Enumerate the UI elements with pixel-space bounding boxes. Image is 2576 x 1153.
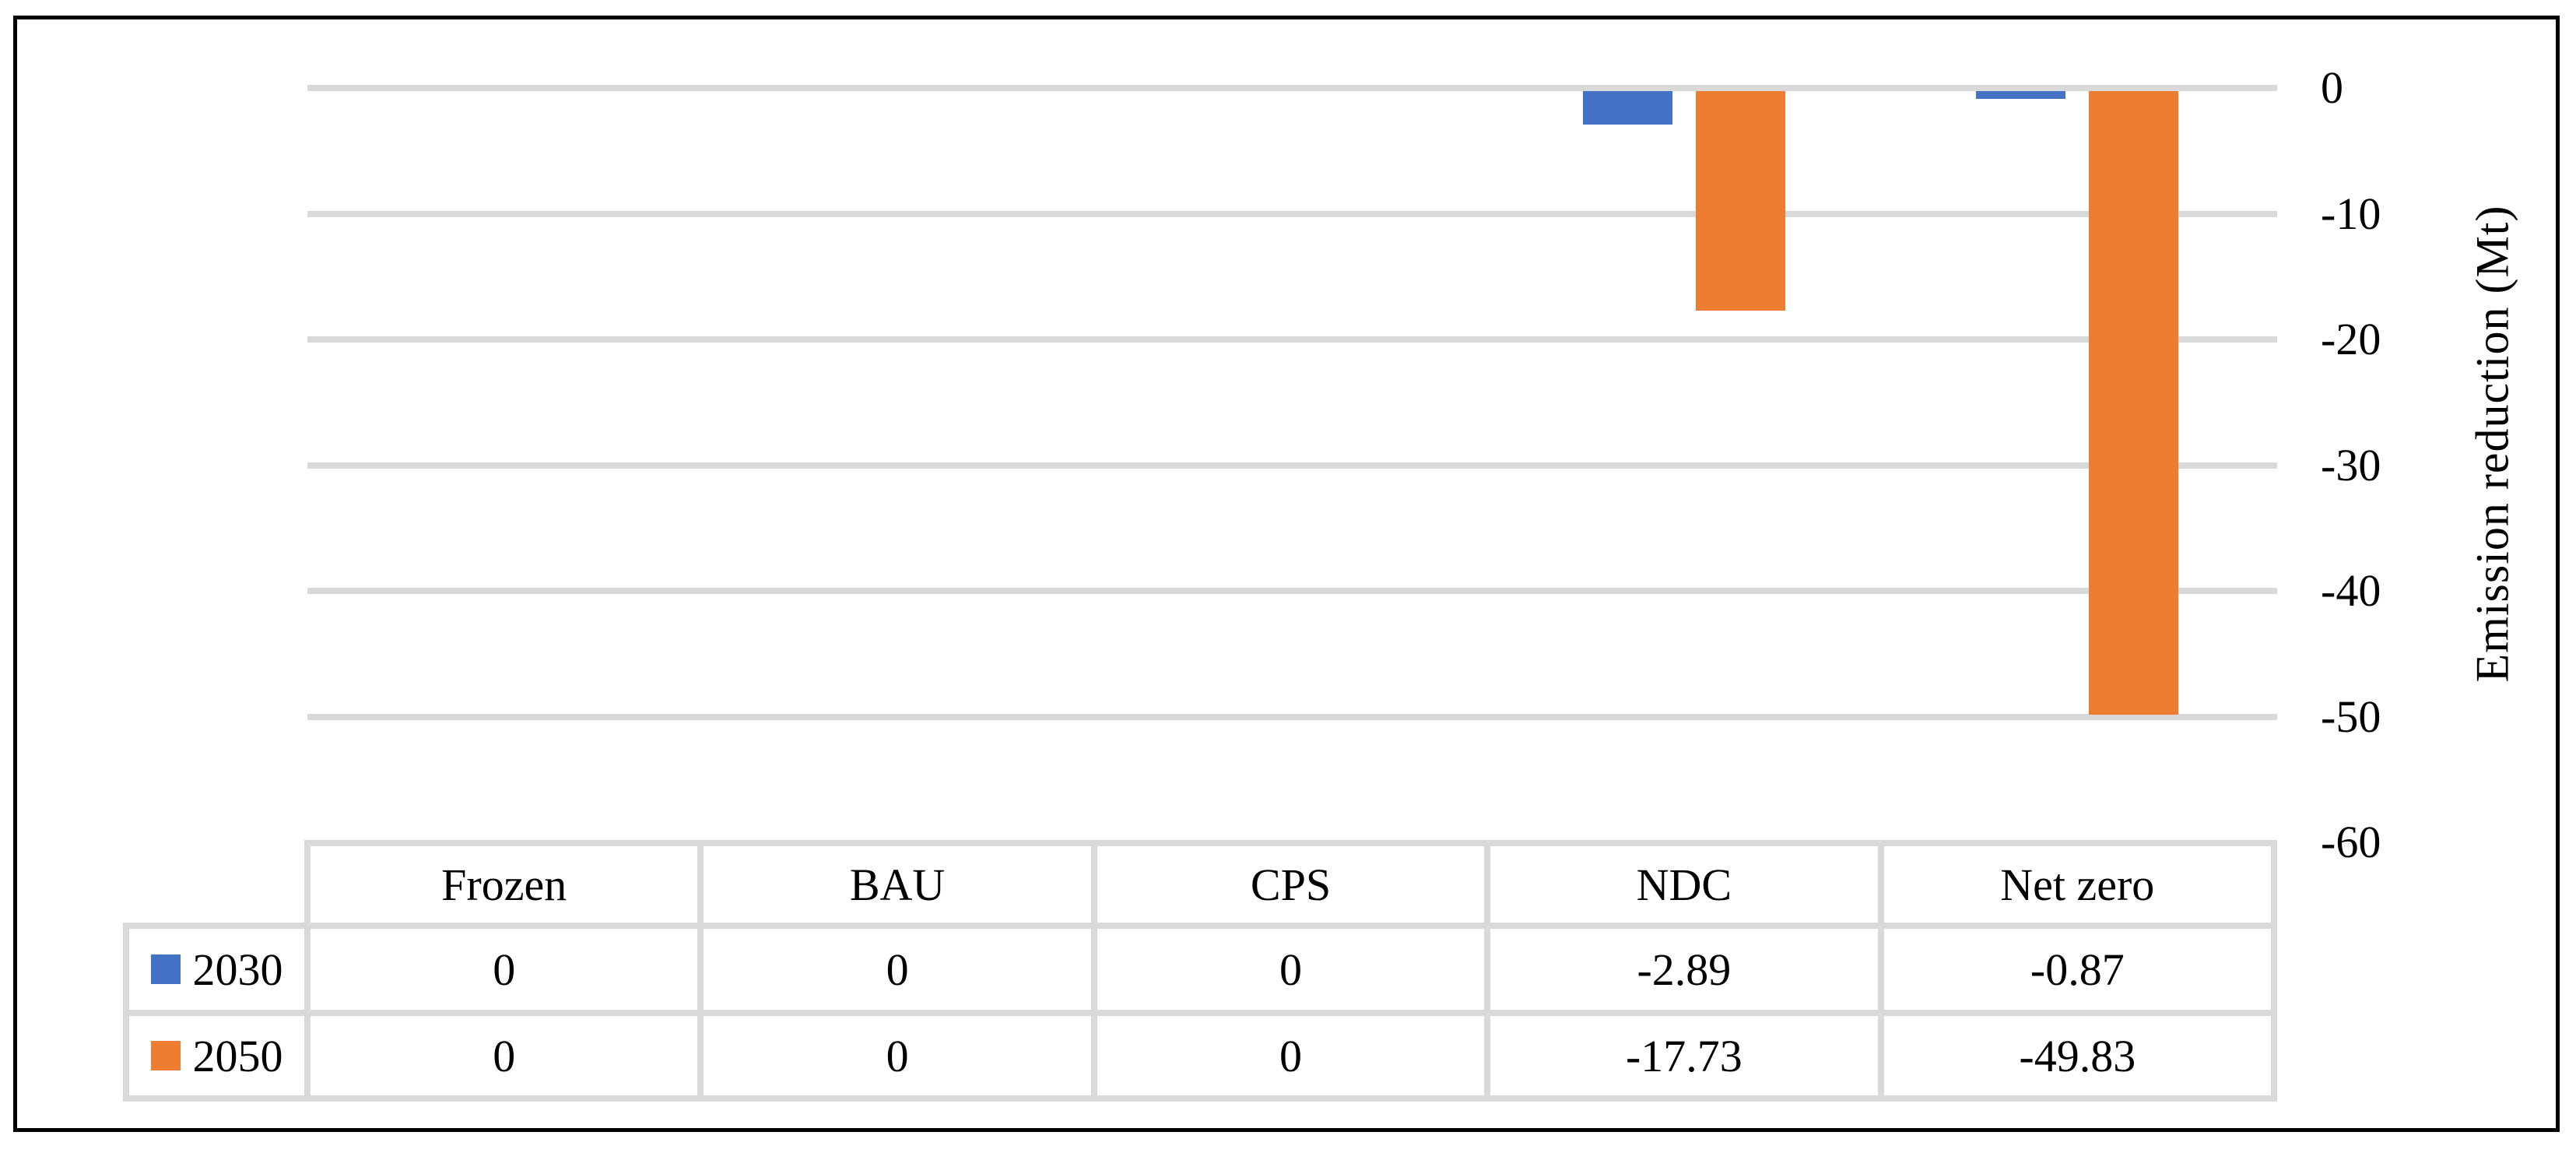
table-border-line — [1877, 840, 1884, 1102]
table-cell-2030-cps: 0 — [1279, 944, 1302, 995]
gridline — [307, 713, 2277, 720]
bar-2030-net-zero — [1976, 91, 2066, 100]
table-border-line — [304, 840, 311, 1102]
table-border-line — [123, 923, 2277, 929]
y-tick-label--20: -20 — [2321, 314, 2381, 364]
table-border-line — [123, 1095, 2277, 1102]
table-header-bau: BAU — [849, 859, 946, 910]
y-tick-label--40: -40 — [2321, 565, 2381, 616]
bar-2030-ndc — [1582, 91, 1672, 125]
y-tick-label--10: -10 — [2321, 188, 2381, 239]
y-tick-label--30: -30 — [2321, 439, 2381, 490]
table-border-line — [2271, 840, 2277, 1102]
bar-2050-ndc — [1695, 91, 1785, 311]
table-cell-2050-bau: 0 — [886, 1030, 909, 1081]
legend-swatch-2050 — [150, 1041, 181, 1070]
table-border-line — [697, 840, 704, 1102]
gridline — [307, 210, 2277, 217]
table-cell-2050-ndc: -17.73 — [1625, 1030, 1742, 1081]
legend-label-2030: 2030 — [192, 944, 283, 995]
table-cell-2050-frozen: 0 — [493, 1030, 516, 1081]
table-header-ndc: NDC — [1636, 859, 1732, 910]
table-cell-2050-cps: 0 — [1279, 1030, 1302, 1081]
table-cell-2030-frozen: 0 — [493, 944, 516, 995]
table-cell-2030-bau: 0 — [886, 944, 909, 995]
bar-2050-net-zero — [2089, 91, 2179, 715]
table-border-line — [1484, 840, 1491, 1102]
legend-label-2050: 2050 — [192, 1030, 283, 1081]
y-tick-label--60: -60 — [2321, 817, 2381, 867]
gridline — [307, 85, 2277, 91]
table-border-line — [123, 1010, 2277, 1016]
table-header-frozen: Frozen — [441, 859, 567, 910]
table-cell-2030-ndc: -2.89 — [1637, 944, 1732, 995]
table-border-line — [1090, 840, 1097, 1102]
table-header-cps: CPS — [1250, 859, 1332, 910]
y-tick-label--50: -50 — [2321, 691, 2381, 742]
legend-swatch-2030 — [150, 954, 181, 984]
table-cell-2030-net-zero: -0.87 — [2030, 944, 2125, 995]
table-row-header-2030: 2030 — [126, 926, 307, 1013]
y-tick-label-0: 0 — [2321, 62, 2343, 113]
table-row-header-2050: 2050 — [126, 1013, 307, 1099]
table-header-net-zero: Net zero — [2000, 859, 2155, 910]
gridline — [307, 588, 2277, 594]
table-cell-2050-net-zero: -49.83 — [2019, 1030, 2136, 1081]
gridline — [307, 462, 2277, 469]
figure-border — [13, 16, 2560, 1132]
gridline — [307, 336, 2277, 343]
table-border-line — [304, 840, 2277, 846]
table-border-line — [123, 923, 129, 1102]
